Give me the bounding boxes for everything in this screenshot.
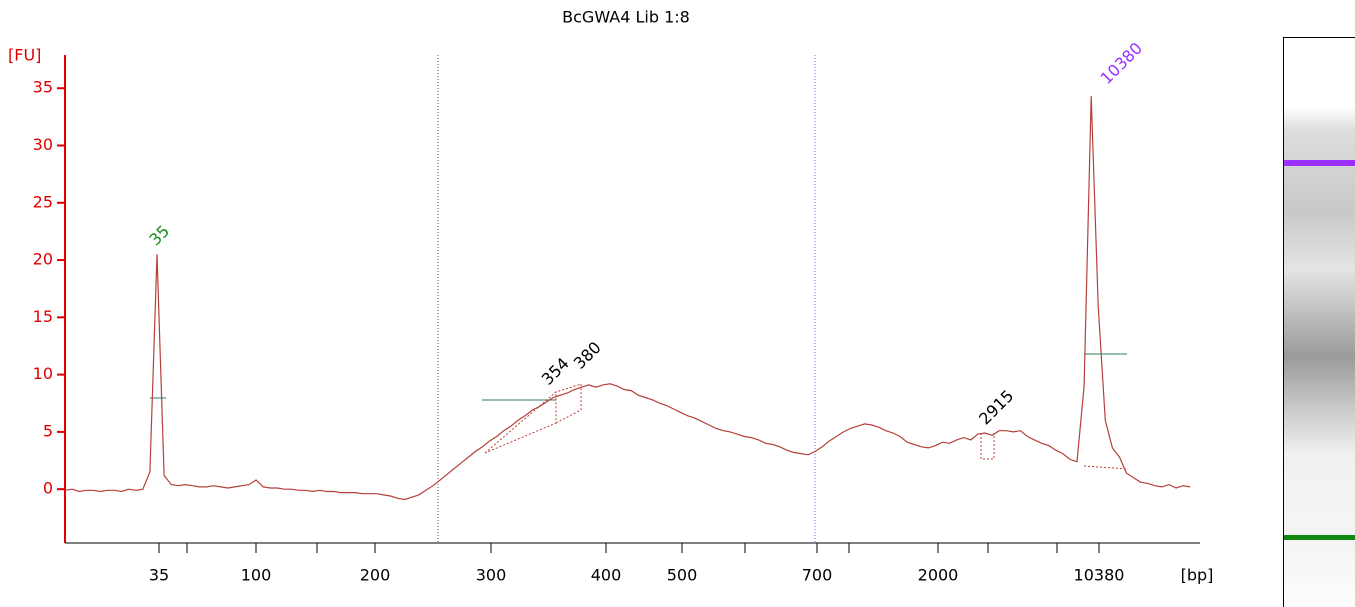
y-axis-label: [FU] [8,46,41,65]
x-tick-label: 200 [360,566,391,585]
y-tick-label: 15 [33,307,53,326]
y-tick-label: 30 [33,135,53,154]
y-tick-label: 25 [33,192,53,211]
x-tick-label: 700 [802,566,833,585]
x-tick-label: 2000 [918,566,959,585]
y-tick-label: 20 [33,250,53,269]
peak-label: 2915 [975,386,1017,428]
x-tick-label: 500 [667,566,698,585]
x-tick-label: 300 [476,566,507,585]
y-tick-label: 5 [43,421,53,440]
gel-lane [1283,37,1355,607]
x-tick-label: 35 [149,566,169,585]
peak-label: 354 [538,354,573,389]
y-tick-label: 0 [43,479,53,498]
peak-width-lines [150,353,1127,401]
trace [64,96,1191,501]
peak-label: 10380 [1097,39,1146,88]
y-tick-label: 35 [33,78,53,97]
peak-region-lines [484,383,1129,470]
peak-label: 380 [570,338,605,373]
x-tick-label: 400 [591,566,622,585]
x-axis-label: [bp] [1181,566,1214,585]
x-tick-label: 100 [241,566,272,585]
x-tick-label: 10380 [1074,566,1125,585]
y-tick-label: 10 [33,364,53,383]
chart-title: BcGWA4 Lib 1:8 [562,8,690,27]
peak-label: 35 [145,221,173,249]
